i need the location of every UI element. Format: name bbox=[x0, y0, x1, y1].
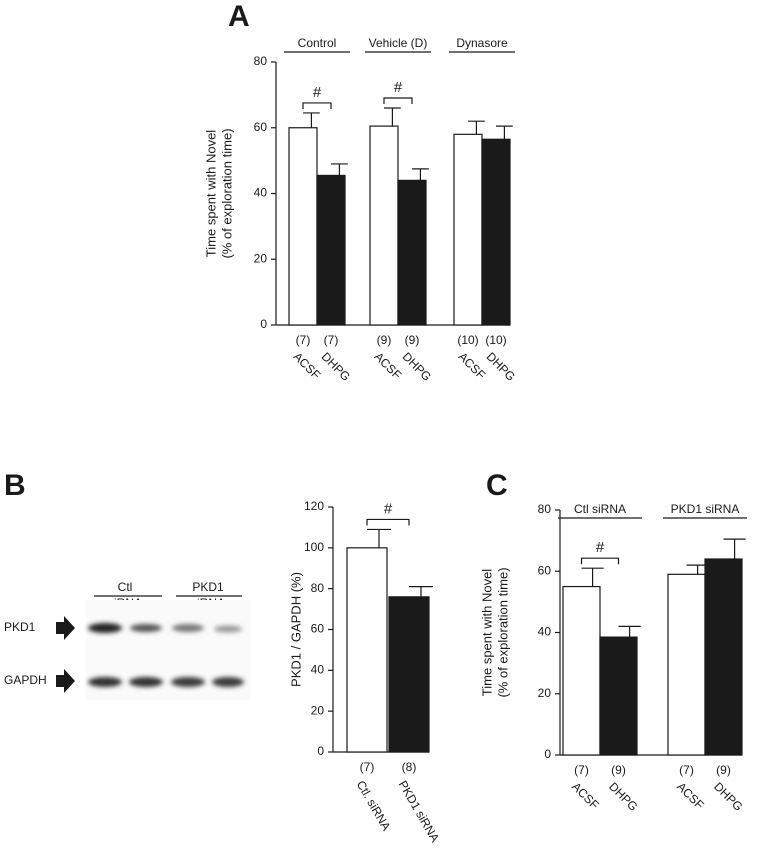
y-tick-label: 0 bbox=[544, 747, 551, 761]
panel-letter: C bbox=[486, 469, 508, 502]
n-label: (9) bbox=[716, 763, 731, 777]
panel-letter: A bbox=[228, 0, 250, 33]
y-tick-label: 40 bbox=[254, 186, 268, 200]
n-label: (7) bbox=[324, 333, 339, 347]
significance-label: # bbox=[384, 500, 393, 517]
y-tick-label: 80 bbox=[538, 502, 552, 516]
y-axis-label: PKD1 / GAPDH (%) bbox=[288, 572, 303, 687]
n-label: (9) bbox=[377, 333, 392, 347]
bar bbox=[562, 585, 601, 756]
significance-label: # bbox=[394, 79, 403, 96]
x-tick-label: DHPG bbox=[484, 349, 518, 383]
y-tick-label: 120 bbox=[304, 499, 324, 513]
lane-group-label: Ctl bbox=[118, 580, 133, 594]
y-tick-label: 60 bbox=[311, 622, 325, 636]
significance-bracket bbox=[383, 97, 413, 105]
y-tick-label: 40 bbox=[311, 663, 325, 677]
x-tick-label: DHPG bbox=[711, 779, 745, 813]
y-tick-label: 100 bbox=[304, 540, 324, 554]
y-axis-label: (% of exploration time) bbox=[495, 567, 510, 697]
bar bbox=[667, 573, 706, 756]
western-blot: B Ctl siRNA PKD1 siRNA PKD1 GAPDH bbox=[4, 469, 250, 700]
bar bbox=[599, 636, 638, 756]
y-tick-label: 60 bbox=[538, 563, 552, 577]
arrow bbox=[56, 616, 75, 640]
x-tick-label: DHPG bbox=[400, 349, 434, 383]
bar bbox=[316, 174, 346, 326]
bar bbox=[288, 127, 318, 326]
group-label: PKD1 siRNA bbox=[671, 502, 740, 516]
n-label: (7) bbox=[679, 763, 694, 777]
significance-bracket bbox=[366, 518, 410, 526]
x-tick-label: ACSF bbox=[372, 349, 405, 382]
n-label: (8) bbox=[402, 760, 417, 774]
group-label: Dynasore bbox=[456, 36, 508, 50]
n-label: (10) bbox=[485, 333, 506, 347]
x-tick-label: ACSF bbox=[569, 779, 602, 812]
significance-label: # bbox=[596, 539, 605, 556]
group-label: Ctl siRNA bbox=[574, 502, 626, 516]
x-tick-label: DHPG bbox=[606, 779, 640, 813]
y-tick-label: 0 bbox=[260, 317, 267, 331]
x-tick-label: ACSF bbox=[456, 349, 489, 382]
panel-letter: B bbox=[4, 469, 26, 502]
x-tick-label: ACSF bbox=[674, 779, 707, 812]
bar bbox=[704, 558, 743, 756]
row-label: PKD1 bbox=[4, 620, 36, 634]
y-tick-label: 80 bbox=[254, 54, 268, 68]
significance-label: # bbox=[313, 84, 322, 101]
significance-bracket bbox=[302, 102, 332, 109]
y-axis-label: (% of exploration time) bbox=[219, 128, 234, 258]
bar bbox=[346, 547, 388, 753]
x-tick-label: Ctl. siRNA bbox=[354, 778, 394, 833]
y-tick-label: 80 bbox=[311, 581, 325, 595]
lane-group-label: PKD1 bbox=[192, 580, 224, 594]
y-tick-label: 60 bbox=[254, 120, 268, 134]
x-tick-label: DHPG bbox=[319, 349, 353, 383]
significance-bracket bbox=[580, 557, 620, 565]
n-label: (7) bbox=[574, 763, 589, 777]
n-label: (9) bbox=[405, 333, 420, 347]
n-label: (10) bbox=[457, 333, 478, 347]
y-tick-label: 20 bbox=[311, 703, 325, 717]
y-tick-label: 20 bbox=[538, 686, 552, 700]
x-tick-label: PKD1 siRNA bbox=[396, 778, 442, 844]
y-tick-label: 20 bbox=[254, 251, 268, 265]
bar bbox=[453, 133, 483, 326]
bar bbox=[397, 179, 427, 326]
bar bbox=[369, 125, 399, 326]
y-tick-label: 0 bbox=[317, 744, 324, 758]
group-label: Control bbox=[298, 36, 337, 50]
y-tick-label: 40 bbox=[538, 625, 552, 639]
y-axis-label: Time spent with Novel bbox=[479, 569, 494, 697]
x-tick-label: ACSF bbox=[291, 349, 324, 382]
y-axis-label: Time spent with Novel bbox=[203, 130, 218, 258]
n-label: (7) bbox=[360, 760, 375, 774]
bands bbox=[88, 623, 244, 687]
arrow bbox=[56, 669, 75, 693]
bar bbox=[481, 138, 511, 326]
group-label: Vehicle (D) bbox=[369, 36, 428, 50]
n-label: (7) bbox=[296, 333, 311, 347]
n-label: (9) bbox=[611, 763, 626, 777]
row-label: GAPDH bbox=[4, 673, 47, 687]
bar bbox=[388, 596, 430, 753]
